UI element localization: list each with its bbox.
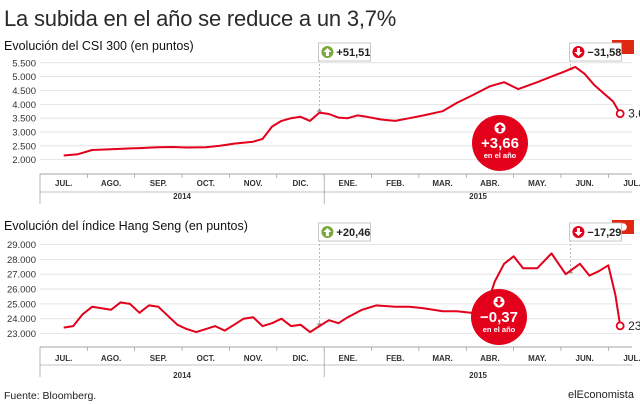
arrow-up-icon [496, 124, 504, 132]
callout-marker [316, 108, 323, 112]
month-label: MAR. [432, 354, 452, 363]
month-label: DIC. [292, 179, 308, 188]
callout-label: −31,58 [587, 47, 621, 59]
month-label: SEP. [150, 179, 167, 188]
month-label: ABR. [480, 354, 500, 363]
y-tick-label: 23.000 [7, 329, 36, 340]
y-tick-label: 4.500 [12, 86, 36, 97]
arrow-down-icon [495, 298, 503, 306]
month-label: ABR. [480, 179, 500, 188]
year-label: 2015 [469, 192, 487, 201]
callout-box [569, 42, 622, 62]
year-change-caption: en el año [484, 151, 517, 160]
year-change-value: +3,66 [481, 135, 519, 152]
year-change-badge [471, 289, 527, 345]
headline: La subida en el año se reduce a un 3,7% [4, 6, 397, 31]
y-tick-label: 4.000 [12, 100, 36, 111]
y-tick-label: 25.000 [7, 299, 36, 310]
month-label: FEB. [386, 354, 404, 363]
month-label: JUL. [55, 179, 72, 188]
month-label: JUL. [55, 354, 72, 363]
month-label: OCT. [197, 354, 215, 363]
month-label: SEP. [150, 354, 167, 363]
y-tick-label: 5.000 [12, 72, 36, 83]
last-point-marker [615, 109, 625, 119]
y-tick-label: 24.000 [7, 314, 36, 325]
callout-box [318, 222, 371, 242]
last-value-label: 23.516,56 [628, 319, 640, 333]
y-tick-label: 27.000 [7, 270, 36, 281]
arrow-glyph [323, 48, 332, 56]
year-label: 2014 [173, 192, 191, 201]
month-label: ENE. [339, 354, 358, 363]
year-change-caption: en el año [483, 325, 516, 334]
y-tick-label: 2.000 [12, 155, 36, 166]
callout-label: +51,51 [336, 47, 370, 59]
arrow-glyph [574, 228, 583, 236]
y-tick-label: 28.000 [7, 255, 36, 266]
year-change-value: −0,37 [480, 309, 518, 326]
month-label: MAY. [528, 354, 546, 363]
month-label: AGO. [101, 179, 121, 188]
month-label: AGO. [101, 354, 121, 363]
brand-logo: elEconomista [567, 389, 634, 401]
month-label: NOV. [244, 354, 263, 363]
y-tick-label: 3.000 [12, 128, 36, 139]
csi300-chart-title: Evolución del CSI 300 (en puntos) [4, 39, 194, 53]
month-label: JUN. [576, 354, 594, 363]
last-point-marker [615, 321, 625, 331]
callout-box [569, 222, 622, 242]
month-label: MAR. [432, 179, 452, 188]
year-label: 2014 [173, 371, 191, 380]
callout-label: −17,29 [587, 227, 621, 239]
callout-label: +20,46 [336, 227, 370, 239]
y-tick-label: 3.500 [12, 114, 36, 125]
month-label: JUL. [623, 354, 640, 363]
series-line [63, 65, 622, 157]
chart-panel-2: 23.000 24.000 25.000 26.000 27.000 28.000 29.0… [7, 220, 640, 380]
y-tick-label: 5.500 [12, 58, 36, 69]
month-label: NOV. [244, 179, 263, 188]
year-label: 2015 [469, 371, 487, 380]
hangseng-chart-title: Evolución del índice Hang Seng (en punto… [4, 219, 248, 233]
month-label: MAY. [528, 179, 546, 188]
arrow-glyph [574, 48, 583, 56]
arrow-glyph [323, 228, 332, 236]
chart-panel-1: 2.000 2.500 3.000 3.500 4.000 4.500 5.000 5.500… [12, 40, 640, 204]
last-value-label: 3.663,03 [628, 107, 640, 121]
month-label: FEB. [386, 179, 404, 188]
month-label: JUL. [623, 179, 640, 188]
month-label: OCT. [197, 179, 215, 188]
callout-box [318, 42, 371, 62]
y-tick-label: 29.000 [7, 240, 36, 251]
month-label: ENE. [339, 179, 358, 188]
year-change-badge [472, 115, 528, 171]
month-label: JUN. [576, 179, 594, 188]
month-label: DIC. [292, 354, 308, 363]
source-note: Fuente: Bloomberg. [4, 390, 97, 402]
series-line [63, 252, 622, 334]
y-tick-label: 26.000 [7, 285, 36, 296]
y-tick-label: 2.500 [12, 141, 36, 152]
